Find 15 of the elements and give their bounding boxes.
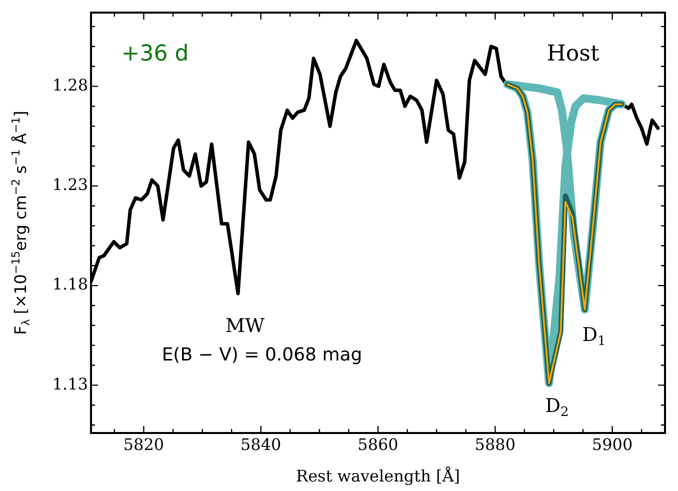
x-tick-label: 5860 [358,434,398,454]
y-tick-label: 1.23 [52,175,88,194]
annotation: +36 d [121,42,189,67]
y-tick-label: 1.28 [52,75,88,94]
annotation: MW [226,314,265,337]
x-axis-title: Rest wavelength [Å] [296,466,460,486]
annotation: Host [546,42,600,67]
x-tick-label: 5820 [123,434,164,454]
y-tick-label: 1.13 [52,374,88,394]
x-tick-label: 5880 [474,434,516,454]
x-tick-label: 5840 [240,434,282,454]
x-tick-label: 5900 [592,434,633,454]
text: Fλ [×10−15erg cm−2 s−1 Å−1] [9,110,33,335]
y-tick-label: 1.18 [52,274,88,294]
annotation: E(B − V) = 0.068 mag [162,344,362,366]
